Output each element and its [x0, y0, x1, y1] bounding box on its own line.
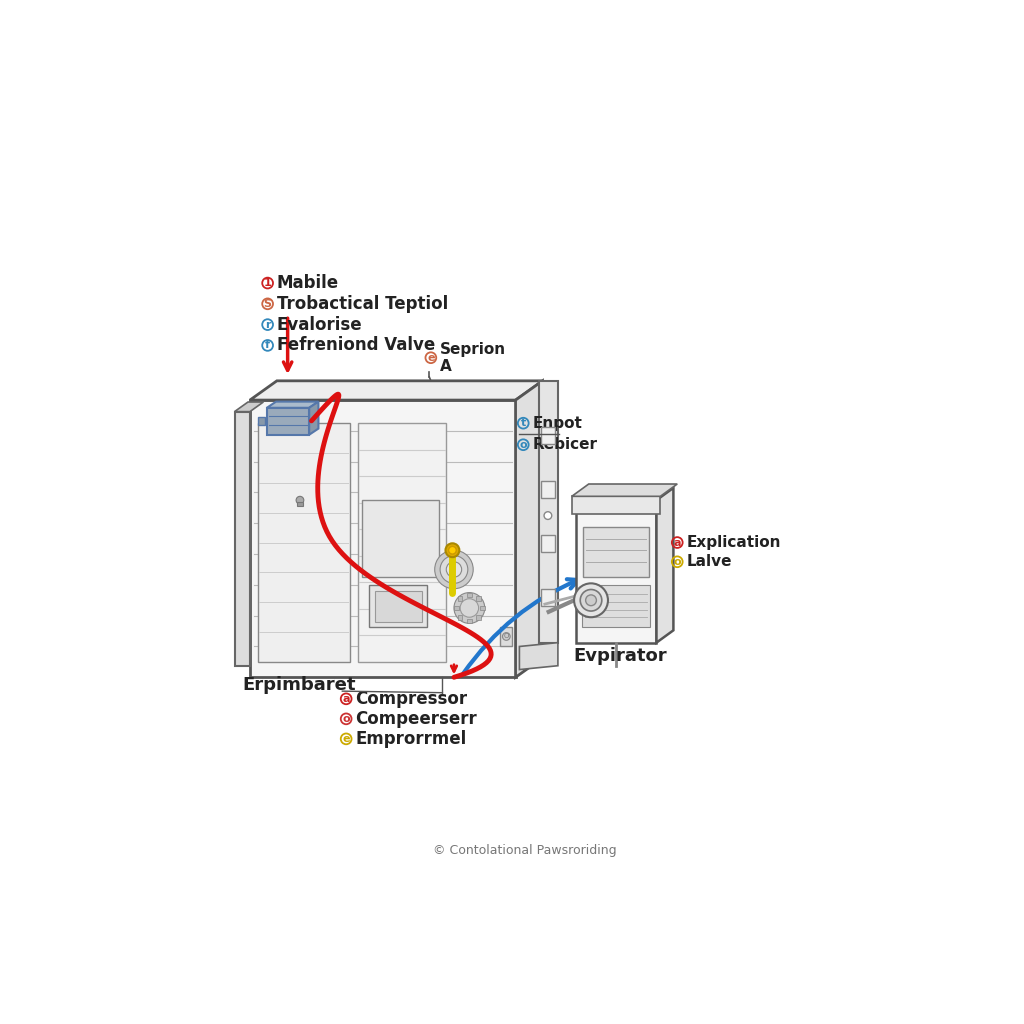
Text: O: O [504, 634, 509, 639]
Bar [467, 618, 472, 624]
Circle shape [460, 599, 478, 617]
Polygon shape [541, 481, 555, 498]
Text: a: a [674, 538, 681, 548]
Polygon shape [584, 527, 649, 578]
Text: Enpot: Enpot [532, 416, 583, 431]
Text: t: t [520, 418, 526, 428]
Circle shape [440, 556, 468, 584]
Text: o: o [519, 439, 527, 450]
Text: © Contolational Pawsroriding: © Contolational Pawsroriding [433, 844, 616, 857]
Bar [454, 605, 459, 610]
Text: Evalorise: Evalorise [276, 315, 362, 334]
Text: Mabile: Mabile [276, 274, 339, 292]
Text: Emprorrmel: Emprorrmel [355, 730, 467, 748]
Polygon shape [267, 408, 309, 435]
Text: a: a [342, 694, 350, 703]
Text: Erpimbaret: Erpimbaret [243, 676, 355, 694]
Polygon shape [234, 412, 250, 666]
Polygon shape [258, 423, 350, 662]
Circle shape [445, 544, 460, 557]
Circle shape [544, 512, 552, 519]
Text: Compressor: Compressor [355, 690, 468, 708]
Polygon shape [539, 381, 558, 643]
Circle shape [586, 595, 596, 605]
Polygon shape [250, 381, 543, 400]
Polygon shape [541, 535, 555, 552]
Polygon shape [575, 487, 674, 500]
Polygon shape [519, 643, 558, 670]
Polygon shape [571, 497, 660, 514]
Polygon shape [357, 423, 446, 662]
Circle shape [581, 590, 602, 611]
Bar [480, 605, 484, 610]
Bar [458, 596, 463, 601]
Bar [476, 615, 481, 620]
Text: Evpirator: Evpirator [573, 647, 667, 665]
Text: f: f [265, 340, 270, 350]
Polygon shape [656, 487, 674, 643]
Polygon shape [267, 401, 318, 408]
Text: 1: 1 [264, 279, 271, 288]
Polygon shape [361, 500, 438, 578]
Polygon shape [541, 427, 555, 444]
Text: Fefreniond Valve: Fefreniond Valve [276, 337, 435, 354]
Circle shape [503, 633, 510, 640]
Bar [297, 502, 303, 506]
Polygon shape [234, 402, 263, 412]
Text: Trobactical Teptiol: Trobactical Teptiol [276, 295, 449, 312]
Text: o: o [674, 557, 681, 566]
Polygon shape [515, 381, 543, 677]
Text: Seprion
A: Seprion A [440, 342, 506, 374]
Text: r: r [265, 319, 270, 330]
Text: o: o [342, 714, 350, 724]
Circle shape [446, 562, 462, 578]
Circle shape [574, 584, 608, 617]
Text: Lalve: Lalve [686, 554, 732, 569]
Polygon shape [571, 484, 677, 497]
Text: Explication: Explication [686, 535, 781, 550]
Text: S: S [263, 299, 271, 309]
Bar [458, 615, 463, 620]
Circle shape [454, 593, 484, 624]
Text: Rebicer: Rebicer [532, 437, 597, 453]
Polygon shape [541, 589, 555, 605]
Polygon shape [370, 585, 427, 628]
Polygon shape [375, 591, 422, 622]
Text: e: e [427, 352, 434, 362]
Circle shape [449, 547, 457, 554]
Bar [258, 417, 265, 425]
Polygon shape [582, 585, 650, 628]
Polygon shape [500, 628, 512, 646]
Polygon shape [309, 401, 318, 435]
Polygon shape [250, 400, 515, 677]
Bar [476, 596, 481, 601]
Circle shape [435, 550, 473, 589]
Text: e: e [342, 734, 350, 743]
Circle shape [296, 497, 304, 504]
Polygon shape [575, 500, 656, 643]
Bar [467, 593, 472, 597]
Text: Compeerserr: Compeerserr [355, 710, 477, 728]
